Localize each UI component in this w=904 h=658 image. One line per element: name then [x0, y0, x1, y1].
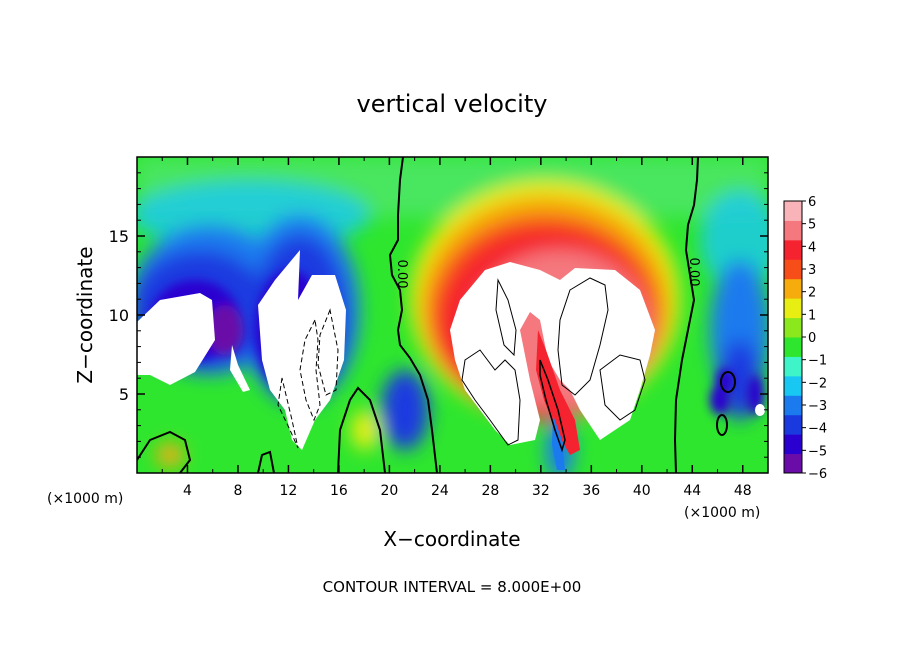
x-tick-label: 32 [532, 483, 550, 499]
y-axis-label: Z−coordinate [73, 246, 97, 383]
colorbar-swatch [784, 356, 802, 377]
colorbar: 6 5 4 3 2 1 0 −1 −2 −3 −4 −5 −6 [783, 195, 827, 482]
colorbar-swatch [784, 259, 802, 280]
colorbar-tick-label: 6 [808, 195, 816, 210]
colorbar-swatch [784, 414, 802, 435]
x-unit-right: (×1000 m) [684, 505, 760, 521]
colorbar-swatch [784, 317, 802, 338]
x-tick-label: 40 [633, 483, 651, 499]
y-tick-label: 10 [109, 306, 129, 325]
colorbar-tick-label: −1 [808, 354, 827, 369]
x-tick-label: 8 [233, 483, 242, 499]
y-tick-label: 15 [109, 227, 129, 246]
x-tick-label: 4 [183, 483, 192, 499]
colorbar-tick-label: −4 [808, 422, 827, 437]
x-unit-left: (×1000 m) [47, 491, 123, 507]
x-tick-label: 48 [734, 483, 752, 499]
colorbar-tick-label: 2 [808, 286, 816, 301]
colorbar-swatch [784, 298, 802, 319]
colorbar-swatch [784, 337, 802, 357]
colorbar-swatch [784, 278, 802, 299]
colorbar-swatch [784, 395, 802, 416]
colorbar-tick-label: 0 [808, 331, 816, 346]
colorbar-swatch [784, 239, 802, 260]
colorbar-tick-label: −2 [808, 376, 827, 391]
x-tick-label: 28 [481, 483, 499, 499]
colorbar-swatch [784, 220, 802, 241]
colorbar-swatch [784, 453, 802, 474]
x-axis-label: X−coordinate [383, 527, 520, 551]
contour-label: 0.00 [686, 258, 701, 287]
contour-interval-note: CONTOUR INTERVAL = 8.000E+00 [323, 578, 582, 596]
colorbar-tick-label: 4 [808, 240, 816, 255]
x-axis: 4 8 12 16 20 24 28 32 36 40 44 48 [161, 157, 752, 499]
chart-title: vertical velocity [357, 90, 548, 118]
colorbar-tick-label: 5 [808, 218, 816, 233]
x-tick-label: 44 [683, 483, 701, 499]
x-tick-label: 36 [582, 483, 600, 499]
x-tick-label: 16 [330, 483, 348, 499]
x-tick-label: 20 [380, 483, 398, 499]
colorbar-swatch [784, 201, 802, 221]
colorbar-tick-label: −5 [808, 444, 827, 459]
colorbar-tick-label: −3 [808, 399, 827, 414]
colorbar-swatch [784, 434, 802, 455]
colorbar-tick-label: −6 [808, 467, 827, 482]
y-axis: 5 10 15 [109, 172, 768, 458]
contour-lines [137, 157, 736, 473]
velocity-field [137, 157, 768, 473]
colorbar-swatch [784, 375, 802, 396]
x-tick-label: 12 [280, 483, 298, 499]
contour-label: 0.00 [394, 260, 409, 289]
colorbar-tick-label: 1 [808, 308, 816, 323]
y-tick-label: 5 [119, 385, 129, 404]
colorbar-tick-label: 3 [808, 263, 816, 278]
x-tick-label: 24 [431, 483, 449, 499]
